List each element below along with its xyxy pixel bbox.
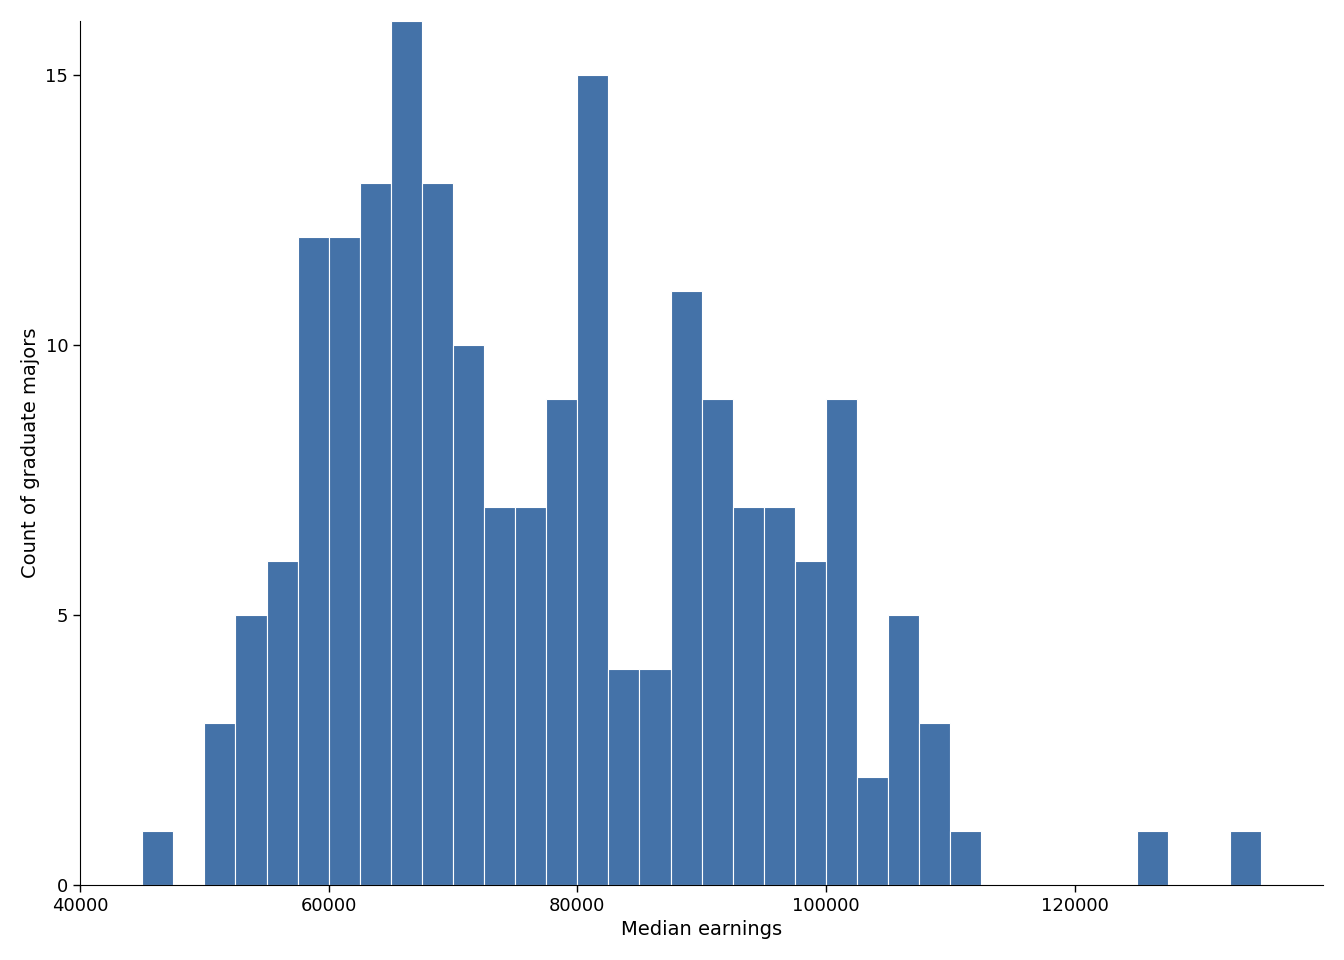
Bar	[453, 345, 484, 885]
Bar	[422, 182, 453, 885]
Bar	[888, 614, 919, 885]
Bar	[546, 398, 578, 885]
Bar	[794, 561, 827, 885]
Bar	[671, 291, 702, 885]
Bar	[297, 237, 329, 885]
Bar	[266, 561, 297, 885]
Bar	[827, 398, 857, 885]
Bar	[515, 507, 546, 885]
Bar	[919, 723, 950, 885]
Bar	[857, 777, 888, 885]
Bar	[702, 398, 732, 885]
Bar	[609, 669, 640, 885]
Bar	[1230, 830, 1261, 885]
Bar	[204, 723, 235, 885]
Bar	[360, 182, 391, 885]
Bar	[950, 830, 981, 885]
Bar	[235, 614, 266, 885]
Bar	[484, 507, 515, 885]
Bar	[1137, 830, 1168, 885]
Bar	[732, 507, 763, 885]
Y-axis label: Count of graduate majors: Count of graduate majors	[22, 327, 40, 578]
X-axis label: Median earnings: Median earnings	[621, 921, 782, 939]
Bar	[578, 75, 609, 885]
Bar	[391, 21, 422, 885]
Bar	[763, 507, 794, 885]
Bar	[142, 830, 173, 885]
Bar	[640, 669, 671, 885]
Bar	[329, 237, 360, 885]
